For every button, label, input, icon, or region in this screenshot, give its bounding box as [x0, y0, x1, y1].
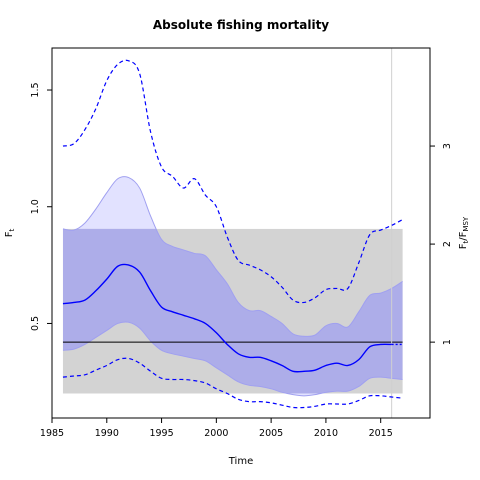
y-tick-label-left: 0.5: [30, 316, 41, 331]
y-axis-label-right-mid: /F: [458, 231, 469, 240]
y-axis-label-left-sub: t: [8, 228, 16, 231]
ci-lower-line: [62, 321, 403, 397]
x-axis: 1985 1990 1995 2000 2005 2010 2015: [40, 418, 393, 439]
y-axis-label-right-sub-msy: MSY: [462, 216, 470, 231]
ci-upper-line: [62, 176, 403, 337]
plot-area: [62, 48, 403, 418]
y-axis-label-right-f: F: [458, 243, 469, 249]
x-tick-label: 1985: [40, 428, 64, 439]
ci-fill-overlap: [62, 228, 403, 394]
y-axis-label-right-sub-t: t: [462, 240, 470, 243]
y-axis-label-left: Ft: [4, 228, 16, 237]
plot-frame: [51, 47, 431, 419]
y-tick-label-right: 1: [442, 339, 453, 345]
estimate-line: [62, 263, 392, 373]
y-tick-label-right: 2: [442, 241, 453, 247]
y-axis-label-left-main: F: [4, 231, 15, 237]
x-tick-label: 2000: [204, 428, 228, 439]
upper-pred-line: [62, 59, 403, 304]
y-tick-label-left: 1.0: [30, 199, 41, 214]
chart-title: Absolute fishing mortality: [153, 18, 329, 32]
y-axis-label-right: Ft/FMSY: [458, 216, 470, 249]
x-tick-label: 2015: [369, 428, 393, 439]
lower-pred-line: [62, 357, 403, 409]
x-tick-label: 1995: [149, 428, 173, 439]
y-axis-left: 0.5 1.0 1.5: [30, 82, 52, 331]
x-tick-label: 1990: [95, 428, 119, 439]
x-axis-label: Time: [228, 456, 253, 467]
x-tick-label: 2010: [314, 428, 338, 439]
y-tick-label-left: 1.5: [30, 82, 41, 97]
y-tick-label-right: 3: [442, 143, 453, 149]
x-tick-label: 2005: [259, 428, 283, 439]
y-axis-right: 1 2 3: [430, 143, 453, 345]
